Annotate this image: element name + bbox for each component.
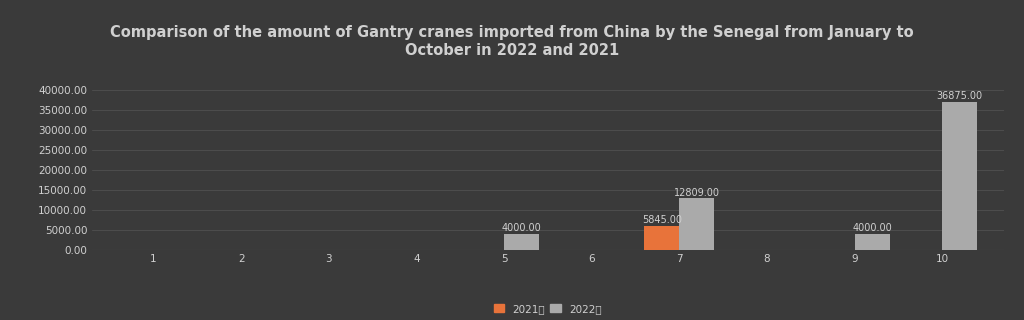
Bar <box>679 198 715 250</box>
Legend: 2021年, 2022年: 2021年, 2022年 <box>489 300 606 318</box>
Text: 4000.00: 4000.00 <box>852 223 892 233</box>
Bar <box>855 234 890 250</box>
Text: 5845.00: 5845.00 <box>642 215 682 225</box>
Text: Comparison of the amount of Gantry cranes imported from China by the Senegal fro: Comparison of the amount of Gantry crane… <box>111 25 913 58</box>
Bar <box>504 234 539 250</box>
Bar <box>644 226 679 250</box>
Text: 4000.00: 4000.00 <box>502 223 542 233</box>
Text: 36875.00: 36875.00 <box>937 91 983 101</box>
Bar <box>942 102 977 250</box>
Text: 12809.00: 12809.00 <box>674 188 720 197</box>
